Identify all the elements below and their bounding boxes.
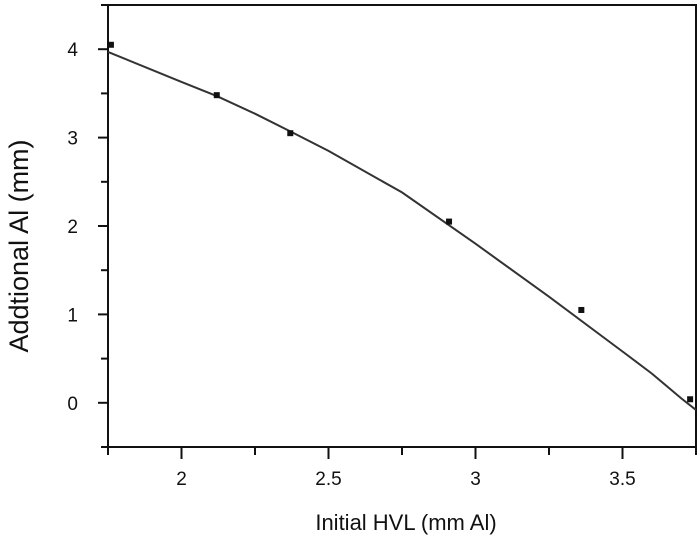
x-tick-label: 2 <box>176 469 187 490</box>
data-point <box>287 130 294 137</box>
x-tick-label: 3.5 <box>609 469 635 490</box>
x-axis-title: Initial HVL (mm Al) <box>315 510 496 535</box>
y-tick-label: 2 <box>67 217 78 238</box>
x-tick-label: 3 <box>470 469 481 490</box>
data-points <box>107 41 694 403</box>
data-point <box>107 41 114 48</box>
plot-frame <box>107 4 697 448</box>
data-point <box>687 396 694 403</box>
y-axis-title: Addtional Al (mm) <box>4 139 34 352</box>
x-tick-label: 2.5 <box>315 469 341 490</box>
y-tick-label: 0 <box>67 394 78 415</box>
data-point <box>446 218 453 225</box>
y-tick-label: 4 <box>67 40 78 61</box>
y-tick-label: 1 <box>67 305 78 326</box>
fit-curve <box>107 50 697 411</box>
data-point <box>578 306 585 313</box>
x-axis-ticks: 2 2.5 3 3.5 <box>107 447 697 490</box>
y-axis-ticks: 0 1 2 3 4 <box>67 4 108 448</box>
y-tick-label: 3 <box>67 129 78 150</box>
data-point <box>213 92 220 99</box>
